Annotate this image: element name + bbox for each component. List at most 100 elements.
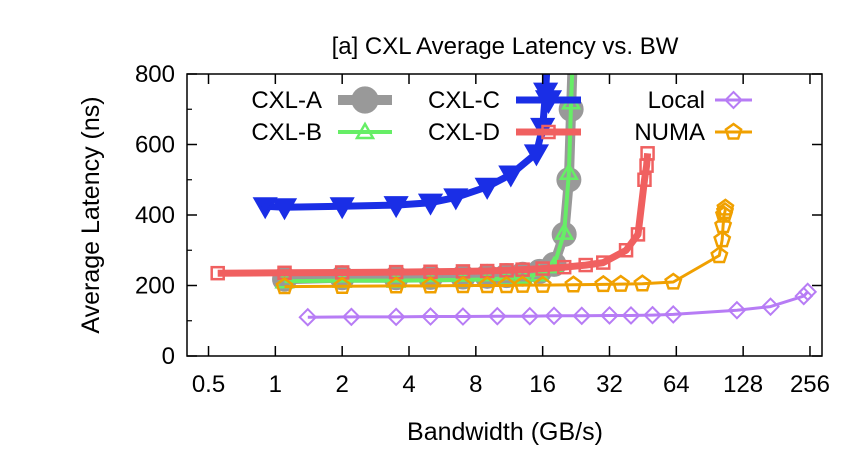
data-point	[298, 307, 318, 327]
data-point	[724, 90, 743, 110]
data-point	[474, 177, 500, 200]
y-tick-label: 400	[135, 202, 175, 229]
data-point	[520, 306, 540, 326]
data-point	[600, 306, 619, 325]
legend-entry: CXL-A	[251, 86, 392, 114]
x-tick-label: 4	[402, 371, 415, 398]
legend-entry: CXL-B	[251, 119, 392, 146]
data-point	[341, 307, 361, 327]
legend-label: Local	[648, 87, 705, 114]
y-tick-label: 0	[162, 343, 175, 370]
data-point	[252, 197, 278, 220]
data-point	[417, 193, 444, 216]
axes-layer: 0 200 400 600 800 0.5 1 2 4 8 16 32 64 128 256	[135, 61, 830, 398]
legend-entry: CXL-C	[428, 87, 581, 115]
data-point	[798, 282, 818, 302]
x-tick-label: 0.5	[192, 371, 225, 398]
data-point	[761, 297, 780, 317]
data-point	[541, 124, 556, 140]
data-point	[633, 274, 652, 292]
data-point	[716, 198, 735, 216]
data-point	[664, 272, 683, 290]
series-4	[210, 146, 655, 281]
data-point	[640, 146, 655, 161]
series-5	[298, 282, 818, 327]
data-point	[354, 121, 376, 140]
data-point	[421, 307, 440, 326]
series-line	[307, 290, 809, 319]
series-7	[275, 198, 735, 295]
series-3	[274, 74, 582, 289]
x-tick-label: 1	[269, 371, 282, 398]
data-point	[794, 286, 814, 306]
data-point	[443, 188, 469, 211]
legend-entry: NUMA	[634, 119, 752, 146]
data-point	[611, 274, 630, 292]
x-tick-label: 16	[529, 371, 556, 398]
x-tick-label: 256	[790, 371, 830, 398]
series-line	[217, 153, 652, 277]
data-point	[453, 307, 473, 326]
data-point	[564, 275, 583, 293]
data-point	[329, 197, 355, 220]
y-axis-title: Average Latency (ns)	[77, 96, 105, 333]
x-tick-label: 2	[335, 371, 348, 398]
x-tick-label: 8	[469, 371, 482, 398]
data-point	[572, 306, 592, 326]
data-point	[630, 227, 646, 242]
legend-label: CXL-B	[251, 119, 322, 146]
data-point	[544, 306, 564, 326]
x-tick-label: 32	[596, 371, 623, 398]
data-point	[210, 265, 225, 281]
data-point	[533, 275, 552, 293]
data-point	[663, 304, 683, 324]
data-point	[333, 276, 352, 294]
data-point	[478, 275, 497, 294]
data-point	[275, 277, 294, 295]
data-point	[513, 275, 532, 293]
legend-entry: Local	[648, 87, 752, 114]
legend-label: NUMA	[634, 119, 705, 146]
data-point	[558, 162, 580, 180]
data-point	[596, 255, 611, 270]
data-point	[710, 245, 729, 264]
x-axis-title: Bandwidth (GB/s)	[407, 418, 603, 446]
data-point	[643, 305, 662, 325]
data-point	[554, 222, 575, 240]
y-tick-label: 200	[135, 273, 175, 300]
data-point	[556, 259, 572, 275]
data-point	[637, 172, 652, 187]
data-point	[487, 306, 507, 326]
data-point	[594, 274, 613, 293]
data-point	[497, 275, 516, 294]
legend-label: CXL-C	[428, 87, 500, 114]
legend: CXL-A CXL-C Local CXL-B CXL-D NUMA	[251, 86, 752, 146]
data-point	[713, 230, 732, 248]
chart-title: [a] CXL Average Latency vs. BW	[332, 33, 679, 60]
data-point	[387, 276, 406, 294]
x-tick-label: 64	[663, 371, 690, 398]
data-point	[535, 261, 550, 276]
data-point	[578, 257, 593, 273]
data-point	[618, 243, 634, 258]
x-tick-label: 128	[723, 371, 763, 398]
data-point	[523, 144, 550, 167]
data-point	[534, 90, 563, 115]
legend-label: CXL-D	[428, 119, 500, 146]
legend-entry: CXL-D	[428, 119, 581, 146]
data-point	[453, 275, 473, 294]
series-clip-group	[210, 74, 818, 327]
data-point	[351, 86, 379, 114]
data-point	[621, 306, 641, 325]
data-point	[271, 198, 298, 221]
data-point	[386, 307, 406, 327]
series-layer	[210, 74, 818, 327]
series-line	[284, 207, 727, 289]
data-point	[724, 122, 743, 140]
legend-label: CXL-A	[251, 87, 322, 114]
y-tick-label: 600	[135, 132, 175, 159]
data-point	[383, 196, 409, 219]
data-point	[727, 300, 747, 320]
y-tick-label: 800	[135, 61, 175, 88]
